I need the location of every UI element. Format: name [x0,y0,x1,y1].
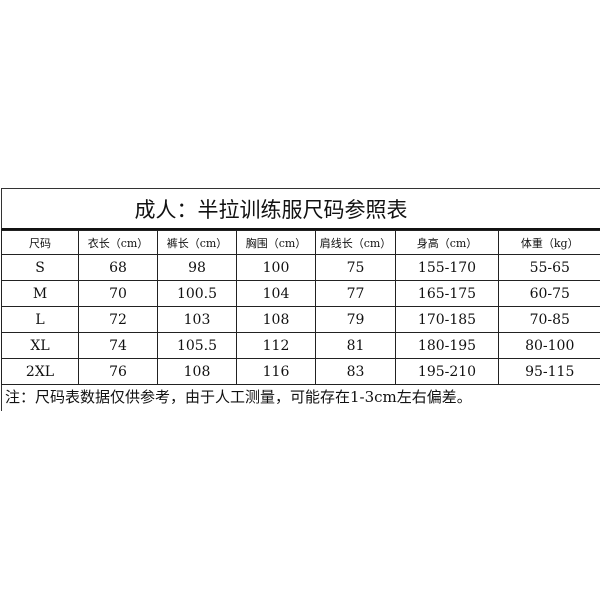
table-cell: 77 [315,280,396,307]
table-cell: 100.5 [157,280,237,307]
table-row: 2XL 76 108 116 83 195-210 95-115 [1,358,600,385]
table-cell: 72 [78,306,158,333]
size-note: 注：尺码表数据仅供参考，由于人工测量，可能存在1-3cm左右偏差。 [1,385,600,411]
column-header: 肩线长（cm） [315,230,396,255]
table-cell: 81 [315,332,396,359]
table-cell: 60-75 [498,280,600,307]
table-row: S 68 98 100 75 155-170 55-65 [1,254,600,281]
table-cell: S [1,254,79,281]
chart-title: 成人：半拉训练服尺码参照表 [1,188,600,230]
table-cell: 105.5 [157,332,237,359]
table-row: L 72 103 108 79 170-185 70-85 [1,306,600,333]
table-cell: 116 [236,358,316,385]
table-cell: 108 [157,358,237,385]
column-header: 体重（kg） [498,230,600,255]
table-cell: M [1,280,79,307]
table-cell: 76 [78,358,158,385]
table-cell: XL [1,332,79,359]
table-row: XL 74 105.5 112 81 180-195 80-100 [1,332,600,359]
table-cell: 98 [157,254,237,281]
table-cell: 165-175 [395,280,499,307]
table-cell: 70 [78,280,158,307]
table-cell: 55-65 [498,254,600,281]
table-cell: 100 [236,254,316,281]
table-cell: 95-115 [498,358,600,385]
table-cell: 74 [78,332,158,359]
table-cell: 80-100 [498,332,600,359]
table-cell: 112 [236,332,316,359]
table-cell: 68 [78,254,158,281]
table-cell: L [1,306,79,333]
table-cell: 195-210 [395,358,499,385]
column-header: 身高（cm） [395,230,499,255]
table-cell: 108 [236,306,316,333]
size-table: 尺码 衣长（cm） 裤长（cm） 胸围（cm） 肩线长（cm） 身高（cm） 体重（kg） S… [1,230,600,385]
column-header: 衣长（cm） [78,230,158,255]
table-row: M 70 100.5 104 77 165-175 60-75 [1,280,600,307]
table-cell: 180-195 [395,332,499,359]
table-cell: 103 [157,306,237,333]
column-header: 裤长（cm） [157,230,237,255]
table-cell: 70-85 [498,306,600,333]
table-cell: 83 [315,358,396,385]
column-header: 尺码 [1,230,79,255]
table-cell: 79 [315,306,396,333]
table-cell: 2XL [1,358,79,385]
table-cell: 155-170 [395,254,499,281]
table-cell: 75 [315,254,396,281]
column-header: 胸围（cm） [236,230,316,255]
size-chart: 成人：半拉训练服尺码参照表 尺码 衣长（cm） 裤长（cm） 胸围（cm） 肩线长（cm… [1,188,600,411]
header-row: 尺码 衣长（cm） 裤长（cm） 胸围（cm） 肩线长（cm） 身高（cm） 体重（kg） [1,230,600,255]
table-cell: 104 [236,280,316,307]
table-cell: 170-185 [395,306,499,333]
